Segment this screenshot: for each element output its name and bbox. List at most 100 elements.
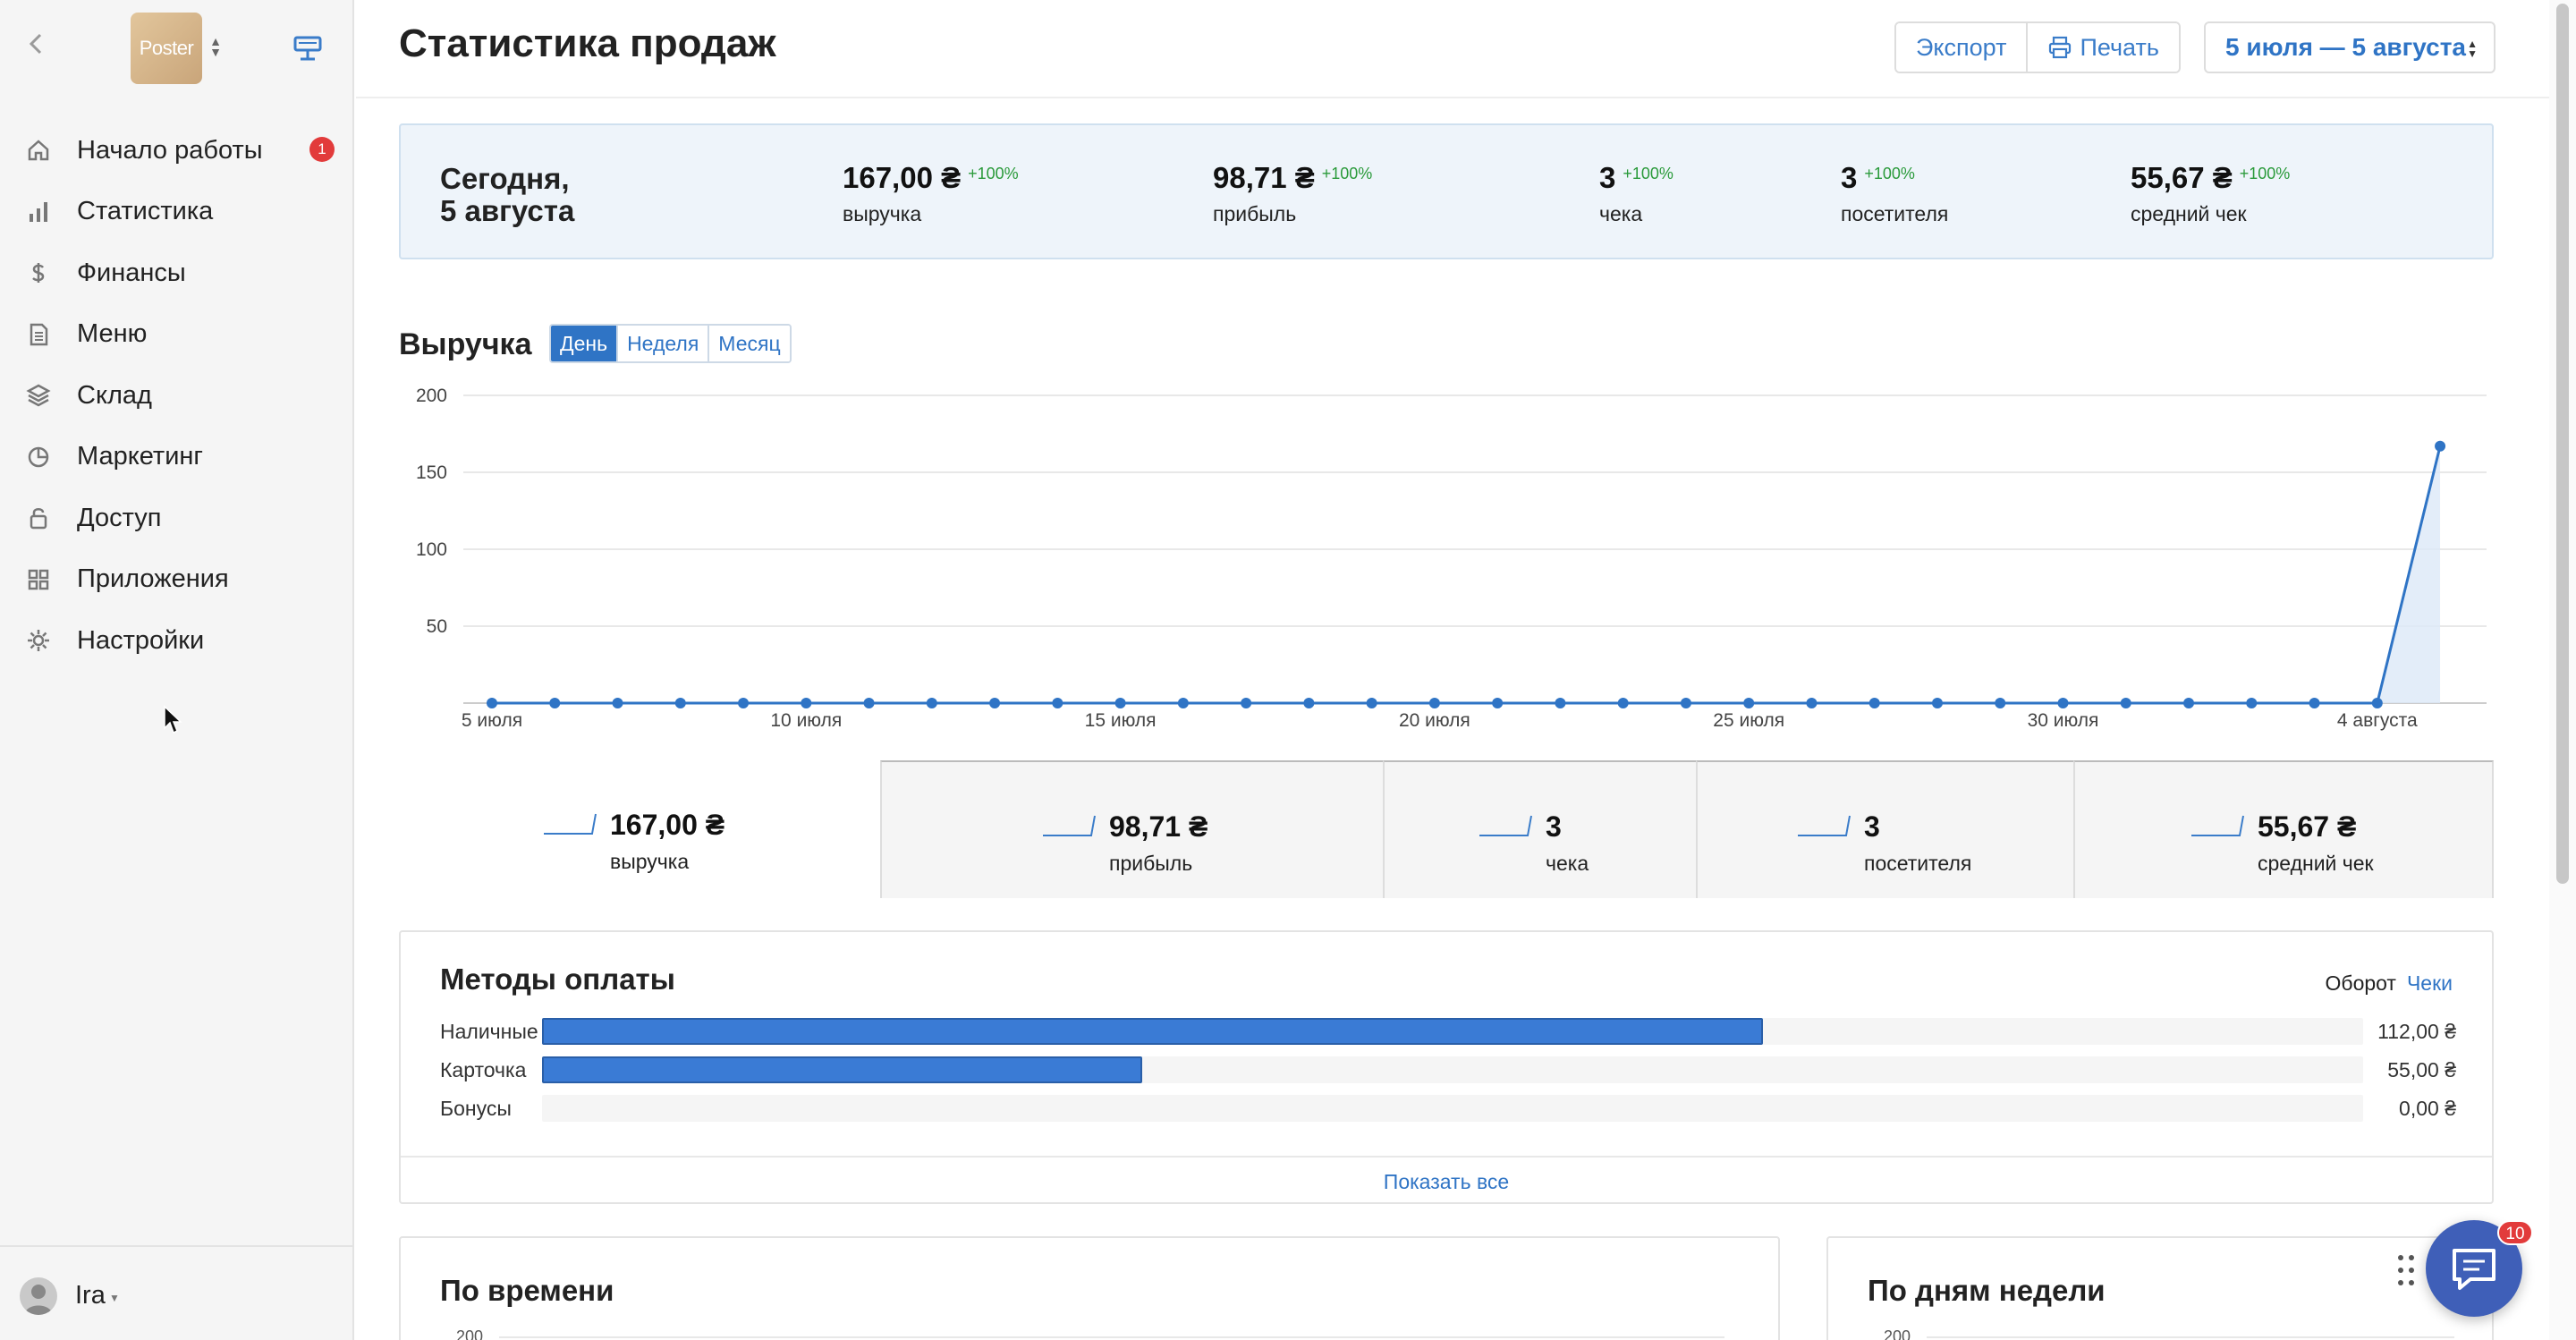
- user-name: Ira: [75, 1281, 106, 1310]
- data-point: [1617, 698, 1629, 708]
- data-point: [2435, 440, 2446, 452]
- data-point: [612, 698, 623, 708]
- nav-item-finance[interactable]: Финансы: [0, 242, 354, 304]
- payment-view-toggle: Оборот Чеки: [2326, 971, 2453, 996]
- by-time-card: По времени 200: [399, 1236, 1780, 1340]
- nav-item-statistics[interactable]: Статистика: [0, 182, 354, 243]
- data-point: [989, 698, 1001, 708]
- header-actions: Экспорт Печать: [1894, 21, 2181, 73]
- collapse-sidebar-button[interactable]: [23, 30, 50, 57]
- date-range-value: 5 июля — 5 августа: [2225, 33, 2466, 61]
- today-revenue: 167,00 ₴ +100% выручка: [843, 161, 1019, 226]
- metric-tab-value: 3: [1864, 810, 1880, 843]
- data-point: [1743, 698, 1755, 708]
- payment-amount: 112,00 ₴: [2377, 1020, 2456, 1043]
- series-area: [492, 445, 2441, 703]
- grid-icon: [25, 566, 52, 593]
- notification-badge: 1: [309, 137, 335, 162]
- data-point: [1806, 698, 1818, 708]
- metric-label: выручка: [843, 202, 922, 225]
- period-switcher: День Неделя Месяц: [549, 324, 792, 363]
- by-weekday-title: По дням недели: [1868, 1274, 2106, 1307]
- metric-tabs: 167,00 ₴ выручка 98,71 ₴ прибыль 3 чека …: [399, 760, 2494, 898]
- today-label: Сегодня, 5 августа: [440, 162, 575, 227]
- period-day-button[interactable]: День: [551, 326, 617, 361]
- sidebar: Poster ▲ ▼ Начало работы 1 Статистика Фин…: [0, 0, 354, 1340]
- by-time-title: По времени: [440, 1274, 614, 1307]
- nav-item-access[interactable]: Доступ: [0, 488, 354, 549]
- nav-item-getting-started[interactable]: Начало работы 1: [0, 120, 354, 182]
- period-week-button[interactable]: Неделя: [616, 326, 708, 361]
- metric-tab-profit[interactable]: 98,71 ₴ прибыль: [880, 760, 1383, 898]
- user-menu[interactable]: Ira ▼: [0, 1245, 354, 1340]
- nav-item-warehouse[interactable]: Склад: [0, 365, 354, 427]
- sparkline-icon: [1479, 815, 1532, 836]
- metric-delta: +100%: [2239, 165, 2291, 182]
- show-all-link[interactable]: Показать все: [401, 1156, 2492, 1204]
- metric-tab-value: 98,71 ₴: [1109, 810, 1208, 843]
- chat-unread-badge: 10: [2497, 1220, 2533, 1245]
- document-icon: [25, 321, 52, 348]
- x-tick-label: 10 июля: [770, 710, 842, 731]
- metric-tab-value: 3: [1546, 810, 1562, 843]
- chevron-left-icon: [29, 33, 42, 55]
- bar-chart-icon: [25, 199, 52, 225]
- gear-icon: [25, 627, 52, 654]
- data-point: [1555, 698, 1566, 708]
- metric-tab-revenue[interactable]: 167,00 ₴ выручка: [399, 760, 880, 898]
- date-range-picker[interactable]: 5 июля — 5 августа ▲ ▼: [2204, 21, 2496, 73]
- x-tick-label: 5 июля: [462, 710, 522, 731]
- nav-item-marketing[interactable]: Маркетинг: [0, 427, 354, 488]
- sparkline-icon: [1798, 815, 1851, 836]
- nav-label: Доступ: [77, 503, 162, 532]
- nav-label: Финансы: [77, 258, 186, 287]
- nav-item-apps[interactable]: Приложения: [0, 549, 354, 611]
- nav-item-settings[interactable]: Настройки: [0, 610, 354, 672]
- data-point: [2057, 698, 2069, 708]
- payment-row-bonuses: Бонусы 0,00 ₴: [440, 1095, 2456, 1122]
- data-point: [738, 698, 750, 708]
- metric-tab-value: 55,67 ₴: [2258, 810, 2357, 843]
- x-tick-label: 4 августа: [2337, 710, 2418, 731]
- dollar-icon: [25, 259, 52, 286]
- page-scrollbar[interactable]: [2549, 0, 2576, 1340]
- metric-tab-label: средний чек: [2258, 852, 2374, 875]
- drag-handle-icon[interactable]: [2395, 1252, 2417, 1288]
- account-switch-icon[interactable]: ▲ ▼: [209, 34, 222, 59]
- scrollbar-thumb[interactable]: [2556, 4, 2569, 884]
- data-point: [1241, 698, 1252, 708]
- data-point: [1931, 698, 1943, 708]
- nav-item-menu[interactable]: Меню: [0, 304, 354, 366]
- data-point: [1366, 698, 1377, 708]
- metric-tab-visitors[interactable]: 3 посетителя: [1696, 760, 2073, 898]
- toggle-turnover[interactable]: Оборот: [2325, 971, 2396, 995]
- metric-value: 3: [1599, 161, 1616, 194]
- metric-tab-average-check[interactable]: 55,67 ₴ средний чек: [2073, 760, 2494, 898]
- period-month-button[interactable]: Месяц: [708, 326, 790, 361]
- payment-bar-track: [542, 1018, 2363, 1045]
- nav-label: Меню: [77, 319, 148, 349]
- data-point: [1680, 698, 1691, 708]
- printer-icon: [2049, 36, 2072, 59]
- toggle-checks[interactable]: Чеки: [2406, 971, 2453, 995]
- metric-tab-checks[interactable]: 3 чека: [1383, 760, 1696, 898]
- y-tick-label: 150: [416, 462, 447, 483]
- data-point: [674, 698, 686, 708]
- today-profit: 98,71 ₴ +100% прибыль: [1213, 161, 1372, 226]
- payment-name: Бонусы: [440, 1097, 512, 1120]
- data-point: [487, 698, 497, 708]
- home-icon: [25, 137, 52, 164]
- pos-terminal-icon[interactable]: [292, 32, 324, 64]
- metric-delta: +100%: [1623, 165, 1674, 182]
- grid-line: [499, 1336, 1724, 1338]
- export-label: Экспорт: [1916, 33, 2007, 61]
- payment-methods-title: Методы оплаты: [440, 963, 675, 996]
- sparkline-icon: [544, 813, 597, 835]
- nav-label: Настройки: [77, 625, 205, 655]
- account-logo[interactable]: Poster: [131, 13, 202, 84]
- export-button[interactable]: Экспорт: [1896, 23, 2027, 72]
- print-button[interactable]: Печать: [2026, 23, 2179, 72]
- page-header: Статистика продаж Экспорт Печать 5 июля …: [356, 0, 2549, 98]
- metric-label: посетителя: [1841, 202, 1949, 225]
- payment-name: Карточка: [440, 1058, 527, 1081]
